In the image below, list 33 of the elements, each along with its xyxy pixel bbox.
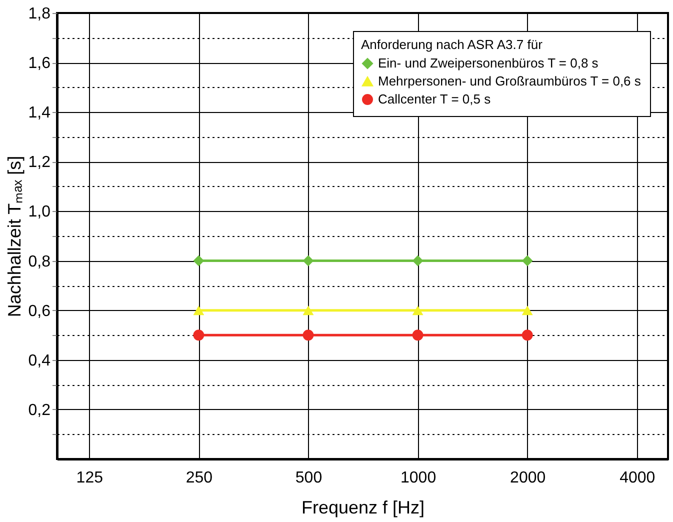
y-tick-label: 0,8 [28, 253, 51, 270]
point [302, 255, 314, 266]
point [302, 306, 314, 316]
y-tick-label: 1,4 [28, 104, 51, 122]
point [412, 255, 424, 266]
y-tick-label: 1,6 [28, 55, 51, 72]
x-tick-label: 1000 [400, 470, 436, 486]
point [412, 330, 424, 341]
point [193, 255, 204, 266]
y-tick-label: 1,0 [28, 204, 51, 221]
x-tick-label: 2000 [510, 470, 546, 486]
x-tick-label: 500 [295, 470, 322, 486]
x-axis-title: Frequenz f [Hz] [301, 498, 425, 518]
y-tick-label: 0,6 [28, 302, 51, 320]
legend-label: Callcenter T = 0,5 s [378, 92, 492, 106]
point [522, 255, 533, 266]
point [522, 306, 533, 316]
y-axis-title: Nachhallzeit Tₘₐₓ [s] [4, 156, 24, 318]
y-tick-label: 0,2 [28, 402, 51, 419]
x-tick-label: 250 [186, 470, 213, 486]
y-tick-label: 1,2 [28, 154, 51, 172]
y-tick-label: 1,8 [28, 6, 51, 22]
legend-title: Anforderung nach ASR A3.7 für [361, 37, 544, 52]
point [412, 306, 424, 316]
x-tick-label: 4000 [620, 470, 656, 486]
legend-label: Ein- und Zweipersonenbüros T = 0,8 s [378, 56, 599, 70]
y-tick-label: 0,4 [28, 352, 51, 370]
point [193, 306, 204, 316]
x-tick-label: 125 [76, 470, 104, 486]
point [522, 330, 533, 341]
point [302, 330, 314, 341]
legend-label: Mehrpersonen- und Großraumbüros T = 0,6 s [378, 74, 642, 88]
point [193, 330, 204, 341]
